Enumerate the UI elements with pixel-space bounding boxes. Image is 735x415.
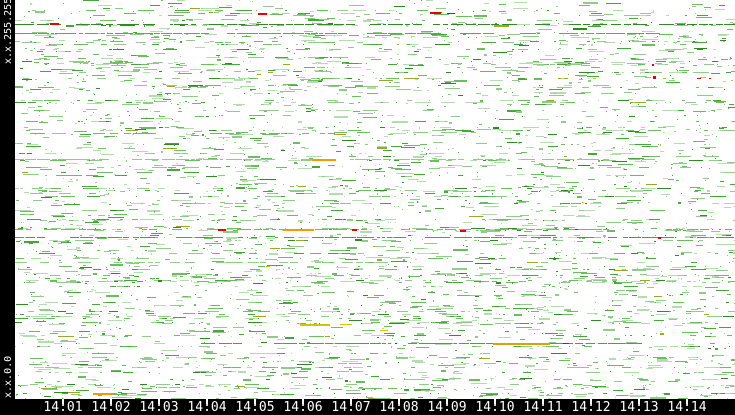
x-tick-label: 14:04 xyxy=(187,400,227,415)
x-tick xyxy=(62,399,64,404)
x-tick-label: 14:02 xyxy=(91,400,131,415)
x-tick-label: 14:08 xyxy=(379,400,419,415)
x-tick-label: 14:09 xyxy=(427,400,467,415)
x-tick-label: 14:11 xyxy=(523,400,563,415)
x-tick-label: 14:07 xyxy=(331,400,371,415)
x-tick xyxy=(542,399,544,404)
x-tick xyxy=(398,399,400,404)
plot-canvas xyxy=(15,0,735,399)
x-tick-label: 14:14 xyxy=(667,400,707,415)
x-tick-label: 14:10 xyxy=(475,400,515,415)
x-tick xyxy=(446,399,448,404)
x-tick xyxy=(302,399,304,404)
x-tick xyxy=(590,399,592,404)
y-axis-label-top: x.x.255.255 xyxy=(3,0,14,64)
x-tick xyxy=(638,399,640,404)
x-tick xyxy=(494,399,496,404)
y-axis-label-bottom: x.x.0.0 xyxy=(3,355,14,398)
x-tick-label: 14:12 xyxy=(571,400,611,415)
y-axis xyxy=(0,0,15,415)
x-tick xyxy=(350,399,352,404)
x-tick xyxy=(110,399,112,404)
x-tick xyxy=(158,399,160,404)
x-tick xyxy=(206,399,208,404)
x-tick-label: 14:05 xyxy=(235,400,275,415)
x-tick-label: 14:03 xyxy=(139,400,179,415)
x-tick-label: 14:13 xyxy=(619,400,659,415)
x-tick xyxy=(686,399,688,404)
x-tick xyxy=(254,399,256,404)
x-axis: 14:01 14:02 14:03 14:04 14:05 14:06 14:07 14:08… xyxy=(0,399,735,415)
x-tick-label: 14:01 xyxy=(43,400,83,415)
x-tick-label: 14:06 xyxy=(283,400,323,415)
